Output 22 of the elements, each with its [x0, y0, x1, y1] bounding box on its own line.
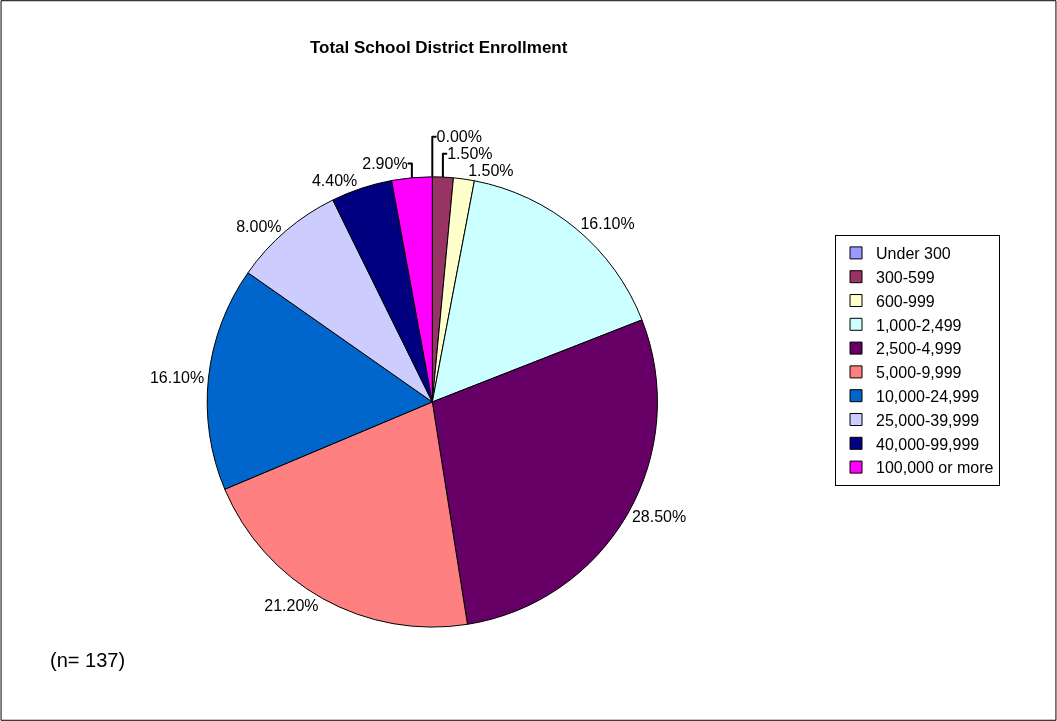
data-label: 16.10% — [149, 369, 205, 387]
chart-title: Total School District Enrollment — [309, 37, 568, 57]
data-label: 2.90% — [362, 155, 408, 173]
legend-label: 100,000 or more — [876, 459, 994, 477]
data-label: 16.10% — [580, 215, 635, 233]
data-label: 1.50% — [447, 145, 493, 163]
legend-label: 600-999 — [876, 292, 935, 310]
data-label: 28.50% — [631, 507, 687, 525]
legend-label: 10,000-24,999 — [876, 387, 980, 405]
legend-label: 300-599 — [876, 268, 935, 286]
text: 0.00% — [436, 128, 482, 146]
data-label: 4.40% — [311, 172, 358, 190]
legend-label: 2,500-4,999 — [876, 340, 962, 358]
legend-label: 5,000-9,999 — [876, 364, 962, 382]
data-label: 8.00% — [236, 217, 282, 235]
legend-label: 40,000-99,999 — [876, 435, 980, 453]
legend-label: 25,000-39,999 — [876, 411, 980, 429]
data-label: 1.50% — [468, 162, 514, 180]
legend-label: Under 300 — [876, 245, 951, 263]
legend-label: 1,000-2,499 — [876, 316, 962, 334]
text: (n= 137) — [50, 649, 126, 671]
data-label: 21.20% — [264, 596, 319, 614]
